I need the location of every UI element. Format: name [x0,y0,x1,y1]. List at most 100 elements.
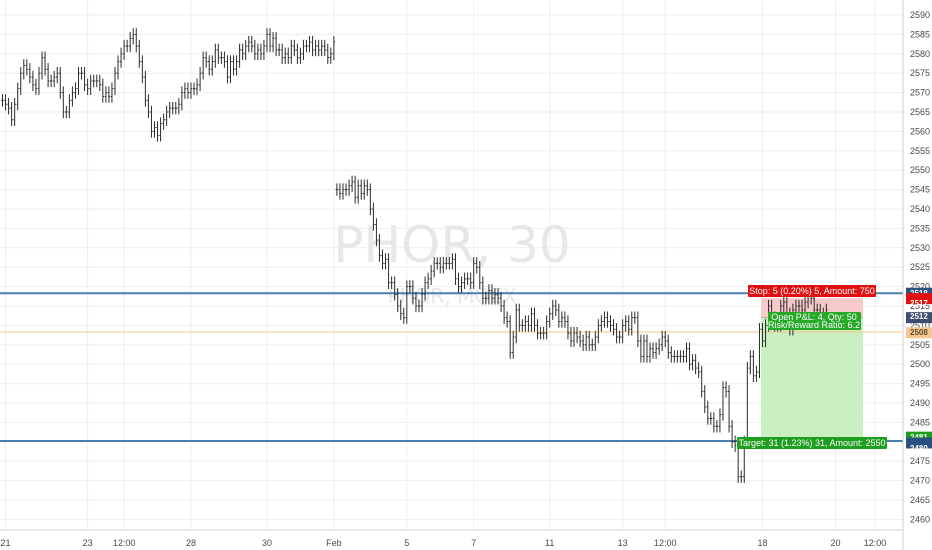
ohlc-bar [667,334,670,359]
ohlc-bar [284,47,287,64]
ohlc-bar [727,385,731,433]
price-tick-label: 2520 [910,282,930,292]
ohlc-bar [600,315,603,332]
ohlc-bar [402,307,405,324]
ohlc-bar [4,94,7,111]
ohlc-bar [548,307,551,328]
ohlc-bar [277,43,281,57]
ohlc-bar [466,272,469,286]
time-tick-label: Feb [326,538,342,548]
ohlc-bar [326,43,329,64]
ohlc-bar [472,257,475,289]
time-tick-label: 18 [757,538,767,548]
price-tick-label: 2535 [910,223,930,233]
ohlc-bar [241,43,244,61]
ohlc-bar [360,179,363,200]
ohlc-bar [183,82,187,99]
price-tick-label: 2485 [910,417,930,427]
ohlc-bar [715,420,719,433]
ohlc-bar [247,35,250,53]
ohlc-bar [350,175,354,192]
ohlc-bar [80,66,83,80]
ohlc-bar [636,311,640,348]
ohlc-bar [180,86,184,111]
ohlc-bar [499,292,503,313]
price-axis[interactable]: 2590 2585 2580 2575 2570 2565 2560 2555 2550 2545… [902,0,930,550]
ohlc-bar [220,51,223,64]
time-tick-label: 21 [1,538,11,548]
ohlc-bar [405,280,409,324]
ohlc-bar [144,70,147,107]
ohlc-bar [721,381,725,421]
ohlc-bar [581,334,585,352]
ohlc-bar [451,253,454,270]
ohlc-bar [211,55,214,76]
ohlc-bar [645,334,649,363]
ohlc-bar [664,330,667,348]
target-label-bg [737,437,887,449]
ohlc-bar [539,326,542,340]
ohlc-bar [439,257,442,274]
ohlc-bar [101,78,105,103]
time-tick-label: 11 [545,538,554,548]
ohlc-bar [83,66,86,92]
ohlc-bar [533,307,536,332]
ohlc-bar [563,311,567,328]
ohlc-bar [37,66,41,95]
ohlc-bar [186,82,190,99]
ohlc-bar [238,43,241,68]
ohlc-bar [10,101,13,126]
ohlc-bar [229,55,232,84]
ohlc-bar [28,63,32,84]
ohlc-bar [542,326,545,340]
ohlc-bar [125,39,129,53]
stop-price: 2517 [910,299,928,308]
ohlc-bar [396,288,399,313]
ohlc-bar [481,276,485,305]
ohlc-bar [782,295,785,313]
ohlc-bar [454,253,457,286]
ohlc-bar [660,330,664,352]
ohlc-bar [366,179,369,196]
ohlc-bar [226,55,229,84]
ohlc-bar [299,47,302,64]
time-axis[interactable]: 21 23 12:00 28 30 Feb 5 7 11 13 12:00 18 20 12:00 [0,529,903,548]
ohlc-bar [110,82,114,103]
ohlc-bar [408,280,412,293]
ohlc-bar [271,32,275,53]
ohlc-bar [253,39,257,61]
ohlc-bar [624,315,627,332]
ohlc-bar [512,330,515,359]
ohlc-bar [588,330,591,352]
ohlc-bar [52,70,56,88]
ohlc-bars [1,28,828,483]
price-tags: 2518 2517 2512 2508 2481 2480 [906,287,932,453]
ohlc-bar [733,435,737,452]
ohlc-bar [612,319,615,336]
orange-line-price: 2508 [910,328,928,337]
ohlc-bar [591,338,594,352]
ohlc-bar [426,272,430,289]
ohlc-bar [615,323,618,344]
ohlc-bar [107,86,111,103]
ohlc-bar [174,101,177,115]
ohlc-bar [168,101,171,119]
ohlc-bar [508,315,512,359]
price-tick-label: 2530 [910,243,930,253]
ohlc-bar [703,385,706,414]
ohlc-bar [116,55,120,80]
ohlc-bar [469,272,472,289]
ohlc-bar [25,59,29,76]
ohlc-bar [460,276,463,293]
ohlc-bar [758,323,761,379]
ohlc-bar [572,326,576,348]
price-tick-label: 2490 [910,398,930,408]
ohlc-bar [92,74,95,88]
ohlc-bar [436,257,439,270]
ohlc-bar [475,257,478,274]
ohlc-bar [280,43,284,64]
ohlc-bar [122,39,126,61]
ohlc-bar [657,338,661,355]
ohlc-bar [34,78,38,95]
